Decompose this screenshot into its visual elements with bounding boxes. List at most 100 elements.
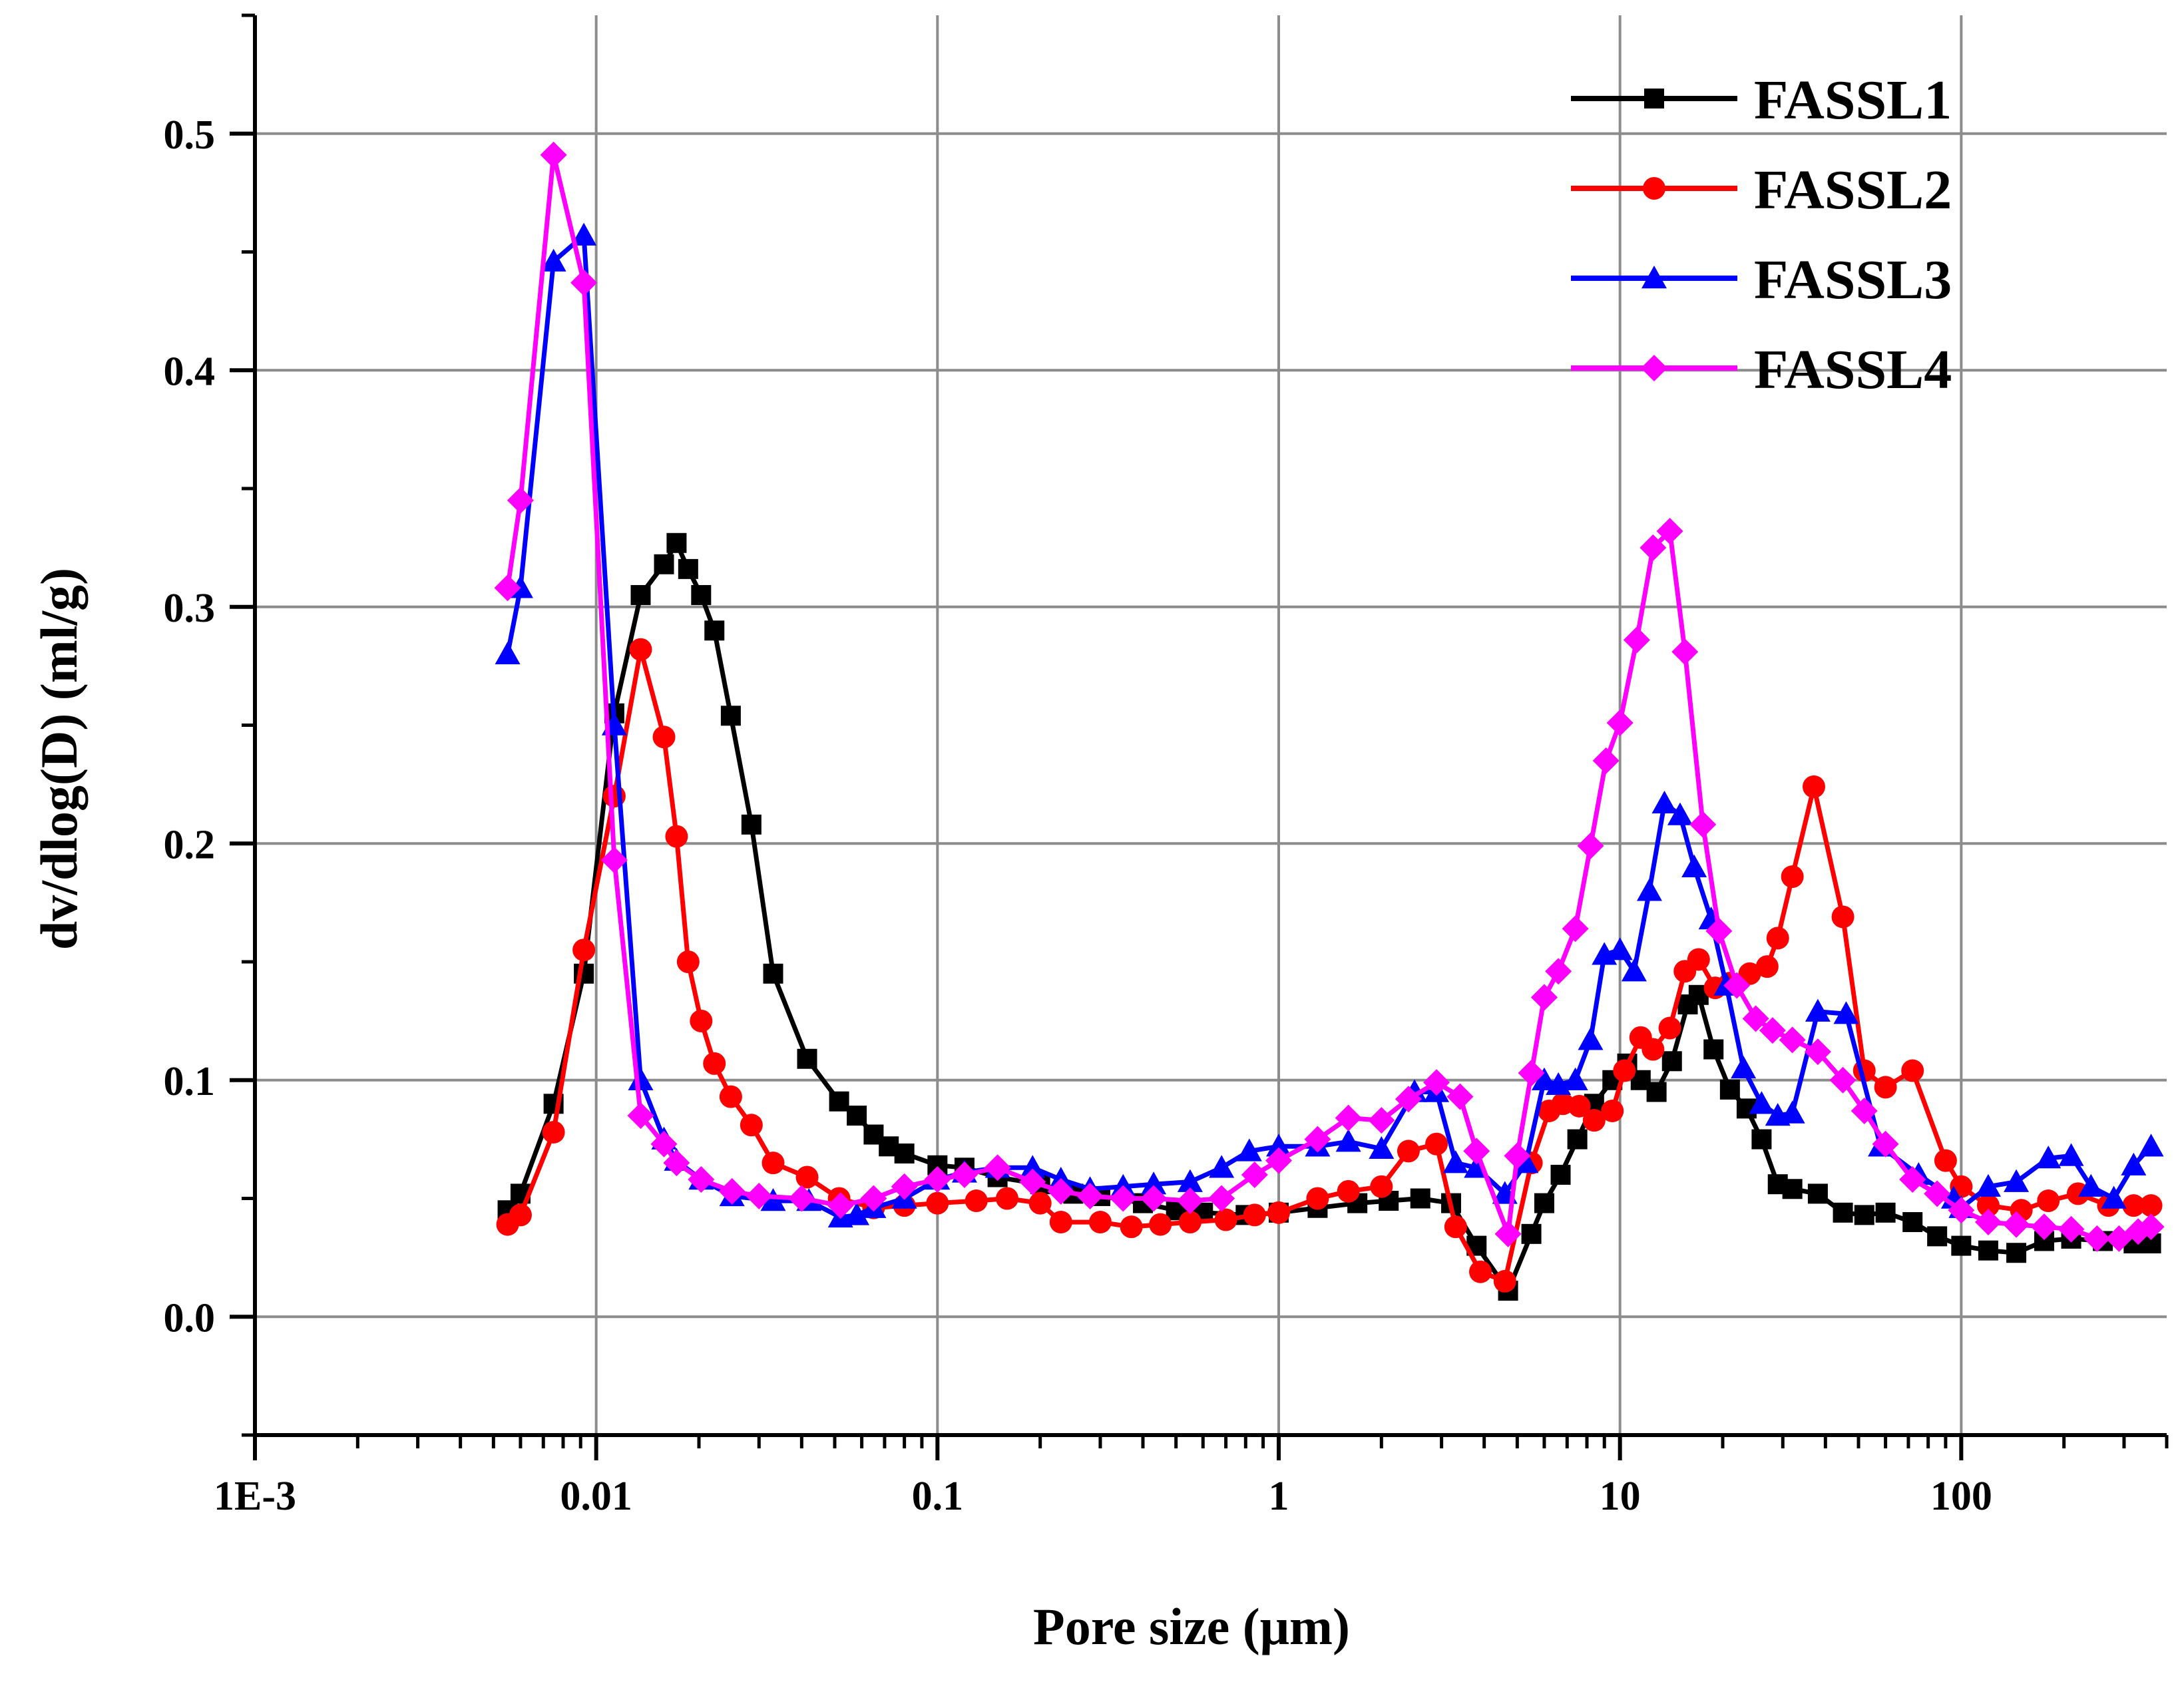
data-point-fassl4 [924,1166,951,1193]
data-point-fassl3 [1562,1067,1588,1090]
legend-swatch-marker [1641,266,1667,289]
data-point-fassl1 [691,584,712,605]
data-point-fassl2 [1337,1179,1360,1203]
data-point-fassl1 [1550,1164,1571,1185]
data-point-fassl3 [1607,937,1633,960]
data-point-fassl4 [1779,1026,1806,1054]
data-point-fassl4 [1705,917,1733,945]
data-point-fassl4 [1948,1197,1975,1224]
y-tick-label: 0.3 [164,586,216,631]
data-point-fassl2 [1582,1109,1606,1132]
data-point-fassl2 [1049,1211,1072,1234]
series-fassl4 [494,141,2165,1252]
y-tick-label: 0.4 [164,349,216,394]
data-point-fassl3 [1020,1155,1046,1178]
data-point-fassl4 [1924,1180,1951,1207]
data-point-fassl1 [666,532,687,553]
data-point-fassl2 [1641,1038,1665,1061]
data-point-fassl3 [1621,958,1647,982]
data-point-fassl4 [627,1102,654,1130]
legend-swatch-marker [1644,89,1664,108]
data-point-fassl2 [2139,1194,2163,1217]
data-point-fassl2 [1267,1201,1291,1224]
data-point-fassl3 [1177,1169,1203,1192]
data-point-fassl2 [1831,905,1855,929]
data-point-fassl4 [688,1166,715,1193]
data-point-fassl1 [1410,1188,1430,1209]
data-point-fassl2 [1088,1211,1112,1234]
data-point-fassl1 [797,1048,817,1069]
x-axis-title: Pore size (μm) [1033,1597,1350,1655]
data-point-fassl2 [1568,1094,1591,1118]
data-point-fassl2 [1425,1132,1448,1156]
data-point-fassl4 [1208,1185,1235,1212]
data-point-fassl4 [1140,1185,1168,1212]
data-point-fassl3 [1531,1067,1557,1090]
data-point-fassl1 [1978,1240,1998,1261]
data-point-fassl3 [1236,1138,1262,1161]
data-point-fassl4 [2083,1225,2111,1252]
data-point-fassl3 [1779,1100,1805,1124]
data-point-fassl1 [1646,1082,1667,1102]
data-point-fassl1 [2006,1243,2027,1263]
data-point-fassl3 [2004,1169,2030,1192]
y-tick-label: 0.1 [164,1059,216,1104]
data-point-fassl2 [1306,1187,1329,1210]
data-point-fassl1 [1902,1212,1923,1233]
data-point-fassl3 [1578,1027,1604,1050]
data-point-fassl4 [1742,1005,1769,1032]
data-point-fassl1 [704,620,725,641]
data-point-fassl3 [571,222,597,246]
data-point-fassl4 [860,1185,887,1212]
data-point-fassl2 [1469,1260,1492,1283]
data-point-fassl4 [827,1192,854,1219]
data-point-fassl4 [1265,1147,1293,1174]
data-point-fassl2 [703,1052,726,1075]
data-point-fassl2 [676,950,700,973]
data-point-fassl2 [509,1203,532,1227]
data-point-fassl1 [1951,1235,1972,1256]
data-point-fassl3 [628,1067,654,1090]
data-point-fassl2 [1214,1208,1237,1231]
data-point-fassl4 [2030,1213,2058,1241]
data-point-fassl3 [1636,878,1662,901]
data-point-fassl3 [1749,1091,1775,1114]
data-point-fassl2 [1370,1175,1393,1198]
data-point-fassl2 [572,939,596,962]
data-point-fassl4 [1545,958,1572,985]
data-point-fassl4 [1671,638,1699,666]
data-point-fassl2 [1802,775,1825,798]
data-point-fassl3 [2078,1173,2104,1197]
data-point-fassl2 [1243,1203,1266,1227]
x-tick-label: 1 [1269,1474,1289,1519]
data-point-fassl4 [1689,811,1717,838]
data-point-fassl4 [540,141,567,168]
data-point-fassl2 [995,1187,1018,1210]
y-tick-label: 0.5 [164,112,216,158]
data-point-fassl1 [1521,1223,1542,1244]
legend-label: FASSL2 [1754,159,1952,221]
data-point-fassl2 [1601,1099,1624,1122]
data-point-fassl4 [891,1173,918,1200]
data-point-fassl4 [1639,534,1667,561]
data-point-fassl2 [762,1152,785,1175]
x-tick-label: 0.1 [912,1474,964,1519]
data-point-fassl4 [663,1150,690,1177]
data-point-fassl4 [1518,1060,1545,1087]
x-tick-label: 0.01 [560,1474,632,1519]
series-line-fassl2 [506,647,2151,1284]
data-point-fassl4 [1019,1168,1046,1195]
data-point-fassl1 [1703,1039,1724,1060]
data-point-fassl4 [788,1185,815,1212]
data-point-fassl1 [829,1091,849,1112]
data-point-fassl1 [1807,1183,1828,1204]
data-point-fassl2 [542,1120,565,1144]
data-point-fassl4 [1368,1107,1395,1134]
data-point-fassl2 [1901,1059,1924,1082]
series-layer [494,141,2165,1301]
data-point-fassl4 [1076,1182,1104,1209]
data-point-fassl2 [1120,1215,1143,1239]
data-point-fassl2 [1738,962,1761,985]
